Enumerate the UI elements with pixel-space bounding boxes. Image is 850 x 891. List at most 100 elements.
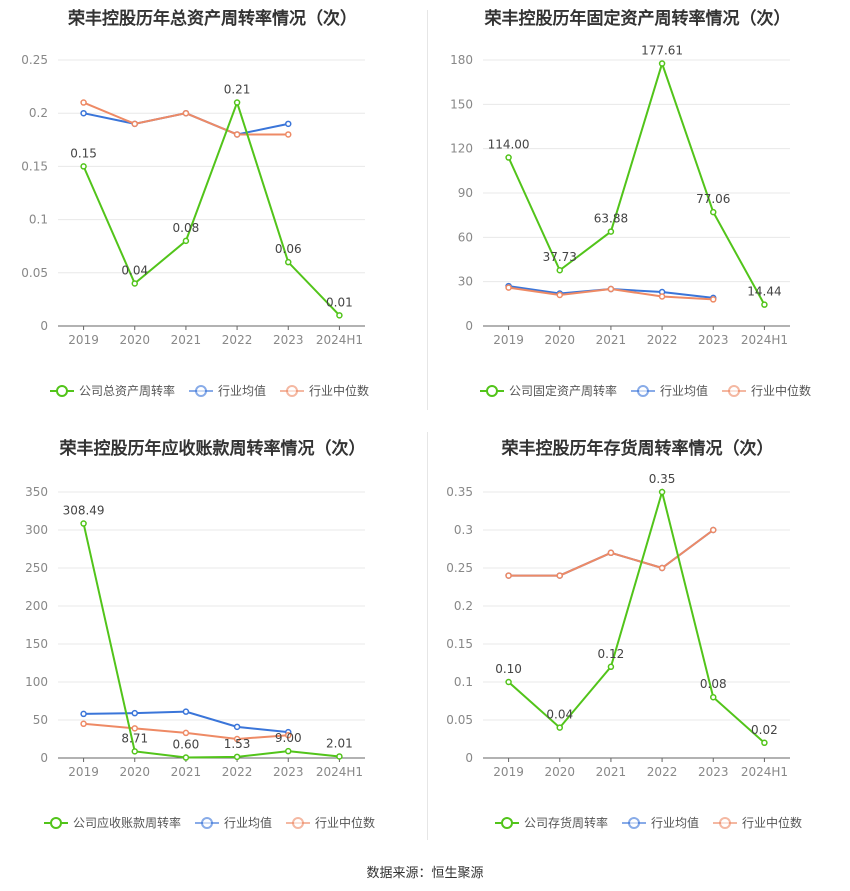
data-label: 0.35 xyxy=(649,472,676,486)
data-label: 177.61 xyxy=(641,44,683,58)
data-label: 0.21 xyxy=(224,83,251,97)
y-tick-label: 0.25 xyxy=(21,53,48,67)
legend-marker xyxy=(719,817,731,829)
chart-title: 荣丰控股历年应收账款周转率情况（次） xyxy=(59,439,366,459)
legend-label: 公司存货周转率 xyxy=(524,815,608,830)
data-point xyxy=(505,284,512,291)
data-label: 0.08 xyxy=(173,221,200,235)
legend-label: 公司应收账款周转率 xyxy=(73,815,181,830)
data-point xyxy=(505,678,512,686)
data-point xyxy=(233,99,241,106)
data-point xyxy=(505,154,512,161)
legend-label: 行业中位数 xyxy=(315,815,375,830)
data-label: 0.08 xyxy=(700,677,727,691)
data-point xyxy=(710,208,717,216)
panel-divider xyxy=(427,10,428,410)
x-tick-label: 2019 xyxy=(493,765,524,779)
y-tick-label: 50 xyxy=(33,713,48,727)
y-tick-label: 180 xyxy=(450,53,473,67)
chart-svg-inventory: 0 0.05 0.1 0.15 0.2 0.25 0.3 0.35 2019 2020 2021 20… xyxy=(446,472,802,830)
y-tick-label: 0.1 xyxy=(454,675,473,689)
x-tick-label: 2024H1 xyxy=(316,333,363,347)
chart-title: 荣丰控股历年总资产周转率情况（次） xyxy=(68,9,357,29)
data-point xyxy=(80,109,87,117)
x-tick-label: 2023 xyxy=(273,333,304,347)
data-point xyxy=(285,731,292,739)
data-point xyxy=(658,564,666,572)
data-point xyxy=(131,120,138,128)
x-tick-label: 2024H1 xyxy=(741,765,788,779)
legend-marker xyxy=(637,385,649,397)
legend-label: 行业均值 xyxy=(224,815,272,830)
data-point xyxy=(131,725,138,732)
y-tick-label: 0.2 xyxy=(454,599,473,613)
x-tick-label: 2021 xyxy=(171,765,202,779)
data-point xyxy=(658,488,666,496)
y-tick-label: 300 xyxy=(25,523,48,537)
x-tick-label: 2022 xyxy=(647,765,678,779)
data-point xyxy=(285,120,292,128)
legend-marker xyxy=(50,817,62,829)
data-source-note: 数据来源：恒生聚源 xyxy=(366,866,484,881)
data-point xyxy=(233,735,241,743)
x-tick-label: 2020 xyxy=(119,765,150,779)
data-label: 0.02 xyxy=(751,723,778,737)
x-tick-label: 2022 xyxy=(647,333,678,347)
data-label: 8.71 xyxy=(121,731,148,745)
data-label: 63.88 xyxy=(594,212,628,226)
x-tick-label: 2024H1 xyxy=(741,333,788,347)
y-tick-label: 0.15 xyxy=(21,159,48,173)
x-tick-label: 2020 xyxy=(544,333,575,347)
x-tick-label: 2023 xyxy=(273,765,304,779)
chart-title: 荣丰控股历年固定资产周转率情况（次） xyxy=(484,9,791,29)
y-tick-label: 250 xyxy=(25,561,48,575)
legend-marker xyxy=(201,817,213,829)
data-point xyxy=(80,710,87,718)
x-tick-label: 2019 xyxy=(68,333,99,347)
data-point xyxy=(556,266,563,274)
data-point xyxy=(336,753,343,760)
x-tick-label: 2024H1 xyxy=(316,765,363,779)
legend-marker xyxy=(286,385,298,397)
y-tick-label: 0.1 xyxy=(29,213,48,227)
x-tick-label: 2023 xyxy=(698,333,729,347)
data-point xyxy=(607,663,615,671)
data-point xyxy=(607,228,615,235)
x-tick-label: 2019 xyxy=(68,765,99,779)
chart-svg-fixed-assets: 0 30 60 90 120 150 180 2019 2020 2021 2022 2023 2024… xyxy=(450,44,811,398)
y-tick-label: 150 xyxy=(450,97,473,111)
x-tick-label: 2021 xyxy=(596,765,627,779)
data-point xyxy=(80,99,87,106)
data-point xyxy=(607,549,615,557)
data-point xyxy=(182,754,190,761)
data-label: 0.12 xyxy=(598,647,625,661)
data-label: 0.04 xyxy=(546,708,573,722)
data-point xyxy=(285,258,292,266)
legend-marker xyxy=(195,385,207,397)
data-label: 308.49 xyxy=(63,504,105,518)
y-tick-label: 200 xyxy=(25,599,48,613)
chart-svg-receivables: 0 50 100 150 200 250 300 350 2019 2020 2021 2022 202… xyxy=(25,485,375,830)
y-tick-label: 0.3 xyxy=(454,523,473,537)
data-point xyxy=(556,572,563,579)
data-point xyxy=(182,109,190,117)
data-label: 77.06 xyxy=(696,192,730,206)
data-point xyxy=(505,572,512,579)
data-label: 114.00 xyxy=(488,138,530,152)
legend-marker xyxy=(628,817,640,829)
data-point xyxy=(80,520,87,527)
legend-label: 行业均值 xyxy=(218,383,266,398)
data-point xyxy=(182,729,190,737)
y-tick-label: 0.2 xyxy=(29,106,48,120)
series-line xyxy=(82,523,340,759)
chart-panel-inventory: 荣丰控股历年存货周转率情况（次） 0 0.05 0.1 0.15 0.2 0.25 0.3 0… xyxy=(425,430,850,860)
legend-marker xyxy=(486,385,498,397)
y-tick-label: 0.05 xyxy=(21,266,48,280)
data-label: 0.60 xyxy=(173,738,200,752)
x-tick-label: 2020 xyxy=(119,333,150,347)
data-point xyxy=(710,693,717,701)
data-point xyxy=(556,291,563,299)
data-point xyxy=(233,753,241,761)
legend-marker xyxy=(728,385,740,397)
x-tick-label: 2020 xyxy=(544,765,575,779)
